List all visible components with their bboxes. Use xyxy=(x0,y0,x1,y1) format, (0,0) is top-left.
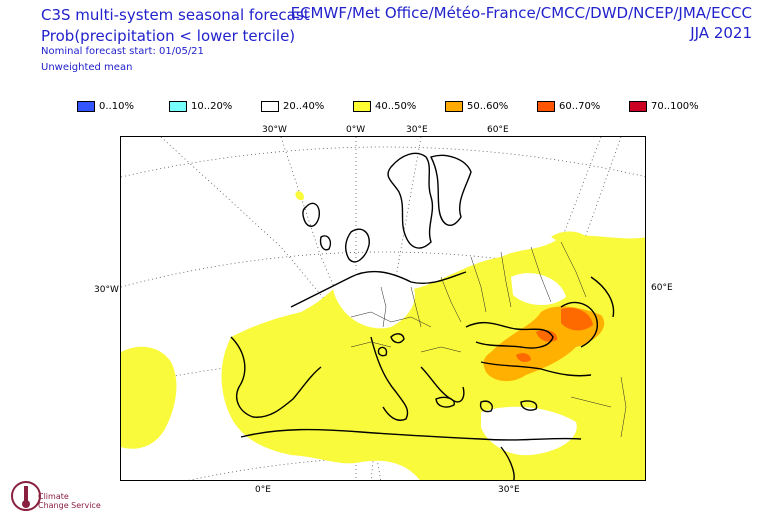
legend-item: 60..70% xyxy=(537,96,601,112)
legend-item: 0..10% xyxy=(77,96,134,112)
legend-label: 70..100% xyxy=(651,101,699,112)
legend-swatch xyxy=(77,101,95,112)
variable-title: Prob(precipitation < lower tercile) xyxy=(41,27,296,45)
mean-type: Unweighted mean xyxy=(41,62,133,73)
legend-item: 10..20% xyxy=(169,96,233,112)
country-borders xyxy=(350,241,627,438)
legend-swatch xyxy=(261,101,279,112)
legend-item: 40..50% xyxy=(353,96,417,112)
axis-label-right: 60°E xyxy=(651,283,673,293)
chart-title: C3S multi-system seasonal forecast xyxy=(41,6,310,24)
legend-label: 40..50% xyxy=(375,101,417,112)
logo-text: Climate Change Service xyxy=(38,492,101,510)
coastlines xyxy=(230,152,615,480)
season-label: JJA 2021 xyxy=(690,24,752,42)
map-frame xyxy=(120,136,646,481)
logo-text-line2: Change Service xyxy=(38,501,101,510)
legend-item: 20..40% xyxy=(261,96,325,112)
legend-swatch xyxy=(629,101,647,112)
axis-label-top: 60°E xyxy=(487,125,509,135)
legend-swatch xyxy=(169,101,187,112)
logo-text-line1: Climate xyxy=(38,492,69,501)
forecast-start: Nominal forecast start: 01/05/21 xyxy=(41,46,204,57)
copernicus-climate-logo xyxy=(11,481,41,511)
legend-swatch xyxy=(537,101,555,112)
axis-label-top: 30°E xyxy=(406,125,428,135)
legend-label: 60..70% xyxy=(559,101,601,112)
axis-label-bottom: 30°E xyxy=(498,485,520,495)
probability-20-40-region xyxy=(333,269,577,456)
axis-label-bottom: 0°E xyxy=(255,485,271,495)
legend-label: 20..40% xyxy=(283,101,325,112)
legend-item: 70..100% xyxy=(629,96,699,112)
axis-label-top: 30°W xyxy=(262,125,287,135)
legend-label: 50..60% xyxy=(467,101,509,112)
legend-label: 10..20% xyxy=(191,101,233,112)
legend-item: 50..60% xyxy=(445,96,509,112)
axis-label-top: 0°W xyxy=(346,125,366,135)
legend-swatch xyxy=(445,101,463,112)
legend-swatch xyxy=(353,101,371,112)
centres-list: ECMWF/Met Office/Météo-France/CMCC/DWD/N… xyxy=(290,4,752,22)
axis-label-left: 30°W xyxy=(94,285,119,295)
legend-label: 0..10% xyxy=(99,101,134,112)
map-svg xyxy=(121,137,645,480)
